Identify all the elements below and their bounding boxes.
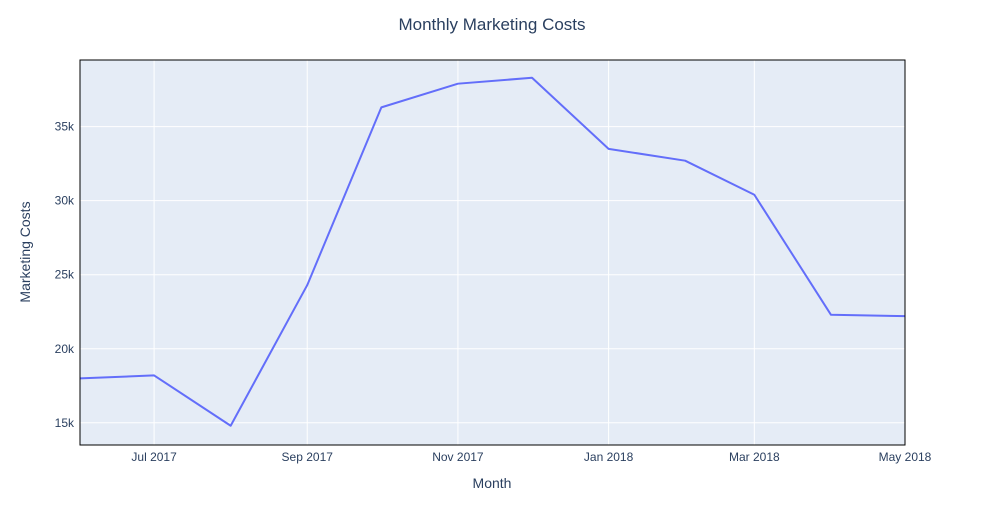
- y-axis-title: Marketing Costs: [17, 201, 33, 302]
- plot-frame: [79, 59, 906, 446]
- series-line: [79, 76, 906, 427]
- y-tick-label: 30k: [55, 194, 75, 208]
- y-tick-label: 35k: [55, 120, 75, 134]
- x-tick-label: Nov 2017: [432, 450, 484, 464]
- plot-area: [80, 60, 905, 445]
- x-tick-label: Jan 2018: [584, 450, 634, 464]
- x-tick-label: May 2018: [879, 450, 932, 464]
- y-axis-ticks: 15k 20k 25k 30k 35k: [55, 120, 75, 430]
- x-tick-label: Jul 2017: [131, 450, 177, 464]
- chart-title: Monthly Marketing Costs: [398, 15, 585, 34]
- x-tick-label: Mar 2018: [729, 450, 780, 464]
- y-tick-label: 25k: [55, 268, 75, 282]
- x-axis-title: Month: [473, 475, 512, 491]
- y-tick-label: 15k: [55, 416, 75, 430]
- x-tick-label: Sep 2017: [282, 450, 334, 464]
- series-group: [79, 76, 906, 427]
- y-tick-label: 20k: [55, 342, 75, 356]
- x-axis-ticks: Jul 2017 Sep 2017 Nov 2017 Jan 2018 Mar 2018…: [131, 450, 931, 464]
